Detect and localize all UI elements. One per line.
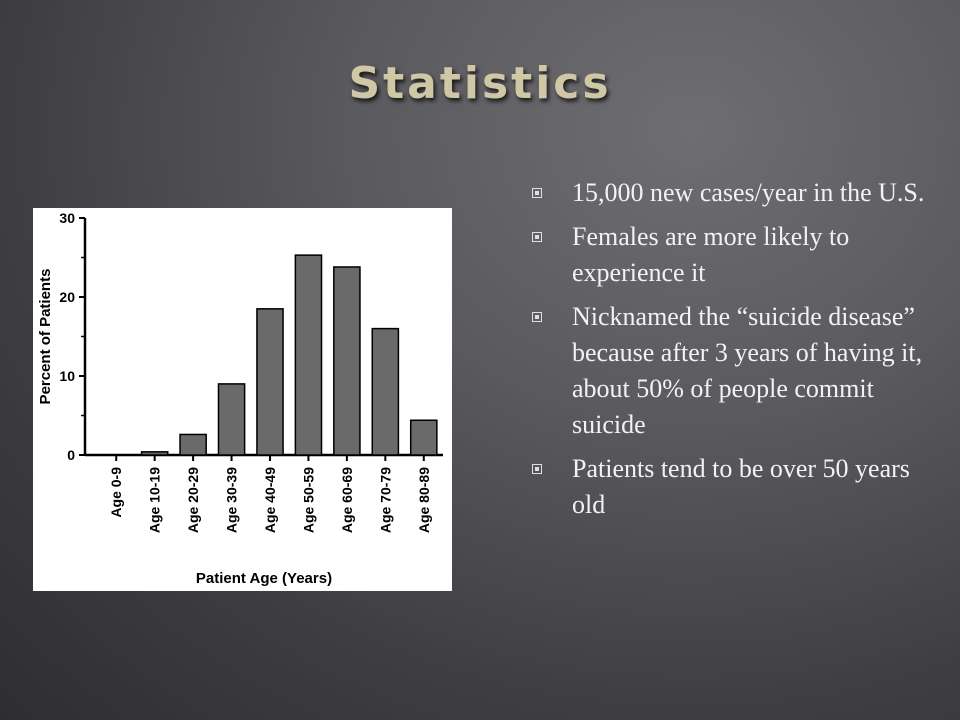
x-tick-label: Age 20-29 [185,467,201,533]
y-tick-label: 0 [67,447,75,463]
bar [256,308,284,456]
square-bullet-icon [532,312,542,322]
x-tick-label: Age 60-69 [339,467,355,533]
square-bullet-icon [532,232,542,242]
x-axis-title: Patient Age (Years) [196,570,332,587]
x-tick-label: Age 10-19 [147,467,163,533]
y-tick-label: 20 [59,289,75,305]
x-tick-label: Age 40-49 [262,467,278,533]
y-tick-label: 30 [59,210,75,226]
bar [294,254,323,456]
bar [409,419,438,456]
slide-title: Statistics [348,58,612,109]
bullet-item: Patients tend to be over 50 years old [532,451,932,523]
bullet-item: Females are more likely to experience it [532,219,932,291]
square-bullet-icon [532,464,542,474]
x-tick-label: Age 0-9 [108,467,124,518]
chart-canvas: 0 10 20 30 Age 0-9 Age 10-19 Age 20-29 Age 30-3… [37,210,443,587]
bar [371,327,400,456]
x-tick-label: Age 50-59 [300,467,316,533]
square-bullet-icon [532,188,542,198]
bullet-text: Patients tend to be over 50 years old [572,454,910,519]
bar [179,433,207,456]
bullet-text: Females are more likely to experience it [572,222,850,287]
x-tick-label: Age 30-39 [224,467,240,533]
bar [217,383,246,456]
x-tick-label: Age 70-79 [377,467,393,533]
bullet-item: 15,000 new cases/year in the U.S. [532,175,932,211]
bullet-text: 15,000 new cases/year in the U.S. [572,178,925,207]
bar-chart: 0 10 20 30 Age 0-9 Age 10-19 Age 20-29 Age 30-3… [33,208,452,591]
bullet-text: Nicknamed the “suicide disease” because … [572,302,923,439]
bar [140,451,169,456]
x-tick-label: Age 80-89 [416,467,432,533]
y-axis-title: Percent of Patients [37,269,54,405]
bullet-list: 15,000 new cases/year in the U.S. Female… [532,175,932,531]
y-tick-label: 10 [59,368,75,384]
bar [333,266,361,456]
bullet-item: Nicknamed the “suicide disease” because … [532,299,932,443]
